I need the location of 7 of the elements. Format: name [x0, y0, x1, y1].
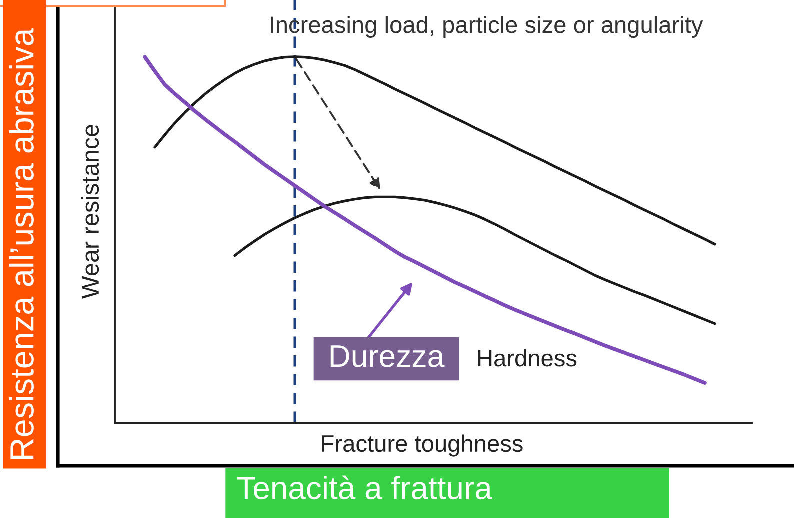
x-axis-title: Fracture toughness	[322, 434, 523, 457]
text: Resistenza all’usura abrasiva	[9, 28, 34, 460]
text: Increasing load, particle size or angularity	[270, 16, 704, 38]
annotation: Durezza	[330, 346, 445, 368]
y-axis-title: Wear resistance	[81, 124, 100, 299]
text: Tenacità a frattura	[237, 476, 492, 500]
series-label: Hardness	[478, 349, 577, 367]
